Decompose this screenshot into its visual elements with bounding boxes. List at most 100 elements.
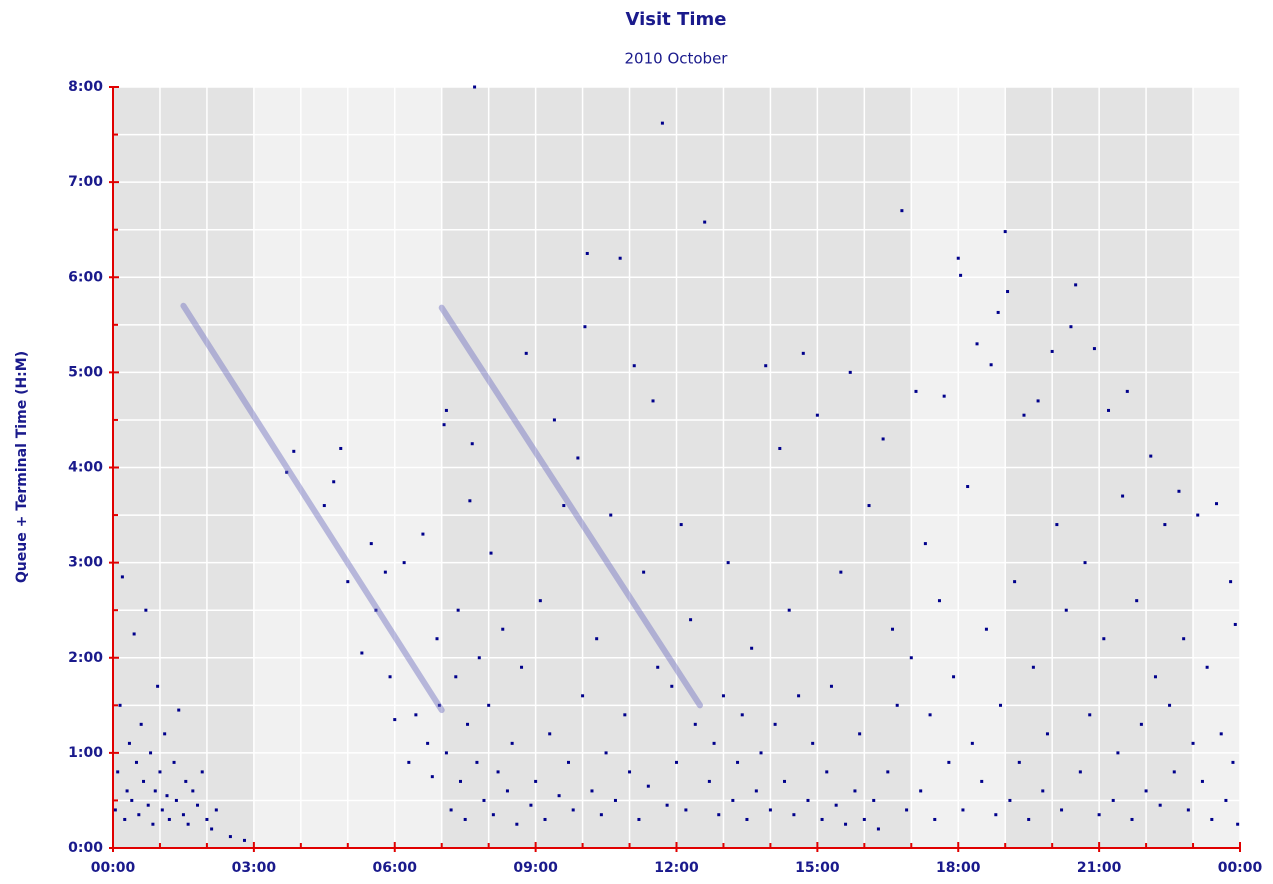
point <box>1191 741 1195 745</box>
point <box>956 256 960 260</box>
x-tick-label: 00:00 <box>91 860 136 876</box>
point <box>778 446 782 450</box>
point <box>919 789 923 793</box>
point <box>1107 408 1111 412</box>
point <box>1177 489 1181 493</box>
point <box>684 808 688 812</box>
point <box>712 741 716 745</box>
point <box>444 751 448 755</box>
point <box>848 370 852 374</box>
chart-subtitle: 2010 October <box>625 50 729 68</box>
point <box>891 627 895 631</box>
point <box>205 817 209 821</box>
point <box>858 732 862 736</box>
point <box>1027 817 1031 821</box>
point <box>707 779 711 783</box>
point <box>1219 732 1223 736</box>
point <box>120 575 124 579</box>
x-tick-label: 00:00 <box>1218 860 1263 876</box>
point <box>1064 608 1068 612</box>
point <box>740 713 744 717</box>
point <box>322 504 326 508</box>
point <box>872 798 876 802</box>
point <box>562 504 566 508</box>
point <box>717 813 721 817</box>
point <box>839 570 843 574</box>
point <box>1017 760 1021 764</box>
point <box>947 760 951 764</box>
point <box>571 808 575 812</box>
point <box>994 813 998 817</box>
point <box>853 789 857 793</box>
point <box>149 751 153 755</box>
point <box>1144 789 1148 793</box>
point <box>402 561 406 565</box>
point <box>1200 779 1204 783</box>
point <box>959 273 963 277</box>
point <box>1231 760 1235 764</box>
point <box>1196 513 1200 517</box>
point <box>156 684 160 688</box>
point <box>524 351 528 355</box>
point <box>660 121 664 125</box>
point <box>933 817 937 821</box>
point <box>966 485 970 489</box>
point <box>470 442 474 446</box>
point <box>475 760 479 764</box>
point <box>538 599 542 603</box>
point <box>914 389 918 393</box>
point <box>679 523 683 527</box>
point <box>228 835 232 839</box>
point <box>426 741 430 745</box>
point <box>165 794 169 798</box>
point <box>1006 290 1010 294</box>
point <box>510 741 514 745</box>
point <box>1182 637 1186 641</box>
point <box>703 220 707 224</box>
point <box>383 570 387 574</box>
y-tick-label: 7:00 <box>68 174 103 190</box>
point <box>369 542 373 546</box>
point <box>566 760 570 764</box>
point <box>473 85 477 89</box>
point <box>1097 813 1101 817</box>
point <box>721 694 725 698</box>
point <box>590 789 594 793</box>
point <box>1168 703 1172 707</box>
point <box>548 732 552 736</box>
point <box>923 542 927 546</box>
point <box>609 513 613 517</box>
point <box>489 551 493 555</box>
point <box>177 708 181 712</box>
point <box>1013 580 1017 584</box>
point <box>844 822 848 826</box>
point <box>552 418 556 422</box>
x-tick-label: 06:00 <box>372 860 417 876</box>
point <box>158 770 162 774</box>
point <box>1139 722 1143 726</box>
point <box>1111 798 1115 802</box>
point <box>613 798 617 802</box>
point <box>118 703 122 707</box>
point <box>1050 349 1054 353</box>
point <box>200 770 204 774</box>
point <box>414 713 418 717</box>
point <box>123 817 127 821</box>
point <box>909 656 913 660</box>
point <box>623 713 627 717</box>
point <box>468 499 472 503</box>
point <box>454 675 458 679</box>
y-tick-label: 2:00 <box>68 650 103 666</box>
point <box>125 789 129 793</box>
point <box>881 437 885 441</box>
point <box>1210 817 1214 821</box>
point <box>792 813 796 817</box>
point <box>726 561 730 565</box>
point <box>1041 789 1045 793</box>
point <box>886 770 890 774</box>
point <box>787 608 791 612</box>
point <box>1045 732 1049 736</box>
point <box>191 789 195 793</box>
point <box>996 310 1000 314</box>
y-axis-label: Queue + Terminal Time (H:M) <box>14 351 30 583</box>
